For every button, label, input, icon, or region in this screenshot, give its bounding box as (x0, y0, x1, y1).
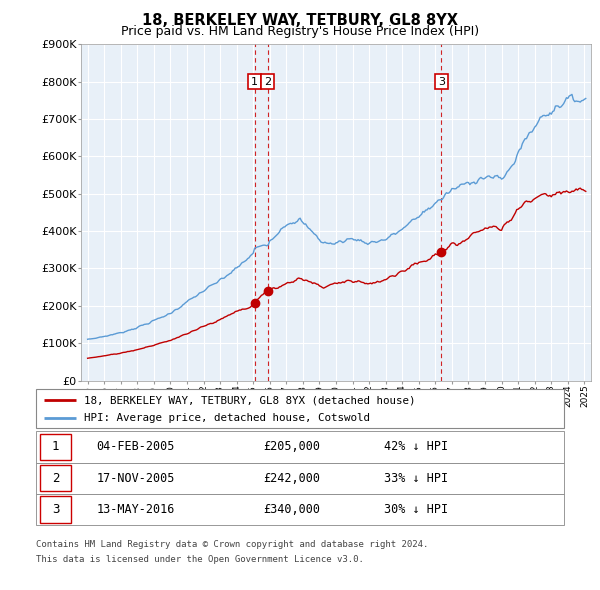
Text: HPI: Average price, detached house, Cotswold: HPI: Average price, detached house, Cots… (83, 413, 370, 423)
Text: 04-FEB-2005: 04-FEB-2005 (97, 440, 175, 454)
Bar (40, 496, 71, 523)
Bar (40, 465, 71, 491)
Text: 2: 2 (52, 471, 59, 485)
Text: 1: 1 (52, 440, 59, 454)
Text: £340,000: £340,000 (263, 503, 320, 516)
Text: 13-MAY-2016: 13-MAY-2016 (97, 503, 175, 516)
Text: 18, BERKELEY WAY, TETBURY, GL8 8YX: 18, BERKELEY WAY, TETBURY, GL8 8YX (142, 13, 458, 28)
Text: 1: 1 (251, 77, 258, 87)
Text: 3: 3 (438, 77, 445, 87)
Bar (40, 434, 71, 460)
Text: 18, BERKELEY WAY, TETBURY, GL8 8YX (detached house): 18, BERKELEY WAY, TETBURY, GL8 8YX (deta… (83, 395, 415, 405)
Text: 33% ↓ HPI: 33% ↓ HPI (385, 471, 449, 485)
Text: 2: 2 (264, 77, 271, 87)
Text: 3: 3 (52, 503, 59, 516)
Text: 30% ↓ HPI: 30% ↓ HPI (385, 503, 449, 516)
Text: 17-NOV-2005: 17-NOV-2005 (97, 471, 175, 485)
Text: £242,000: £242,000 (263, 471, 320, 485)
Text: Contains HM Land Registry data © Crown copyright and database right 2024.: Contains HM Land Registry data © Crown c… (36, 540, 428, 549)
Text: Price paid vs. HM Land Registry's House Price Index (HPI): Price paid vs. HM Land Registry's House … (121, 25, 479, 38)
Text: This data is licensed under the Open Government Licence v3.0.: This data is licensed under the Open Gov… (36, 555, 364, 563)
Text: £205,000: £205,000 (263, 440, 320, 454)
Text: 42% ↓ HPI: 42% ↓ HPI (385, 440, 449, 454)
